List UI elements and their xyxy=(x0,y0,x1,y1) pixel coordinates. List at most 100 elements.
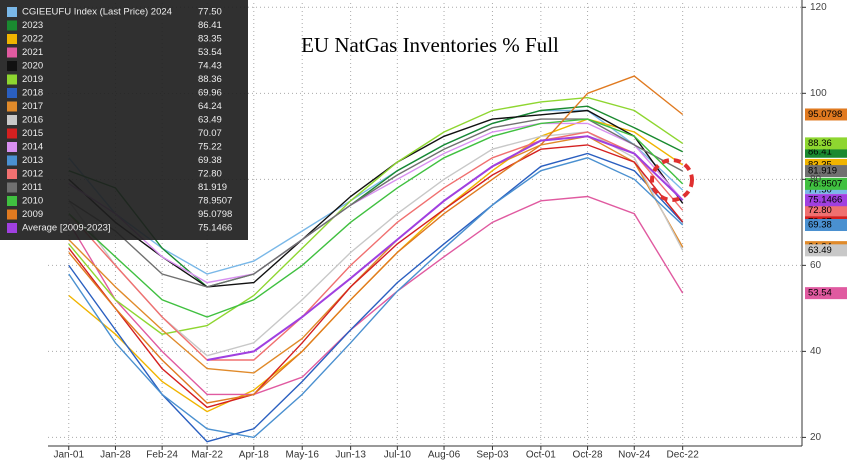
series-line xyxy=(68,118,684,288)
x-tick-label: Jul-10 xyxy=(384,450,412,461)
x-tick-label: Nov-24 xyxy=(618,450,651,461)
series-line xyxy=(68,109,684,275)
y-tick-label: 100 xyxy=(810,88,827,99)
last-price-label: 63.49 xyxy=(808,245,832,256)
x-tick-label: Apr-18 xyxy=(239,450,269,461)
legend-swatch xyxy=(7,209,17,220)
last-price-label: 53.54 xyxy=(808,288,832,299)
x-tick-label: Jan-01 xyxy=(53,450,84,461)
legend-label: CGIEEUFU Index (Last Price) 2024 xyxy=(22,7,172,18)
legend-swatch xyxy=(7,88,17,98)
legend-label: 2012 xyxy=(22,169,43,180)
last-price-label: 69.38 xyxy=(808,220,832,231)
legend-value: 72.80 xyxy=(198,169,222,180)
legend-value: 53.54 xyxy=(198,47,222,58)
last-price-box xyxy=(805,108,847,121)
legend-value: 83.35 xyxy=(198,34,222,45)
y-tick-label: 120 xyxy=(810,2,827,13)
legend-swatch xyxy=(7,74,17,85)
x-tick-label: Oct-28 xyxy=(573,450,603,461)
legend-label: 2019 xyxy=(22,74,43,85)
legend-swatch xyxy=(7,47,17,58)
legend-swatch xyxy=(7,61,17,71)
legend-value: 88.36 xyxy=(198,74,222,85)
legend-swatch xyxy=(7,20,17,31)
x-tick-label: Sep-03 xyxy=(476,450,509,461)
x-tick-label: Jun-13 xyxy=(335,450,366,461)
chart-title: EU NatGas Inventories % Full xyxy=(301,33,559,57)
y-tick-label: 80 xyxy=(810,174,822,185)
series-line xyxy=(68,157,684,439)
legend-label: 2017 xyxy=(22,101,43,112)
last-price-label: 78.9507 xyxy=(808,178,842,189)
last-price-box xyxy=(805,137,847,150)
lines xyxy=(68,75,684,443)
series-line xyxy=(68,131,684,361)
last-price-label: 88.36 xyxy=(808,138,832,149)
x-tick-label: Feb-24 xyxy=(146,450,178,461)
last-price-box xyxy=(805,244,847,257)
legend-swatch xyxy=(7,7,17,17)
last-price-label: 83.35 xyxy=(808,159,832,170)
last-price-label: 77.50 xyxy=(808,185,832,196)
legend-label: 2014 xyxy=(22,142,43,153)
legend-swatch xyxy=(7,34,17,44)
legend-label: 2009 xyxy=(22,209,43,220)
legend-swatch xyxy=(7,169,17,179)
legend-swatch xyxy=(7,128,17,139)
series-line xyxy=(206,135,684,361)
legend-value: 75.22 xyxy=(198,142,222,153)
x-tick-label: May-16 xyxy=(286,450,320,461)
legend-value: 81.919 xyxy=(198,182,227,193)
legend-label: Average [2009-2023] xyxy=(22,223,111,234)
last-price-label: 95.0798 xyxy=(808,109,842,120)
legend-value: 75.1466 xyxy=(198,223,232,234)
last-price-box xyxy=(805,165,847,178)
legend-label: 2010 xyxy=(22,196,43,207)
y-tick-label: 20 xyxy=(810,432,822,443)
x-tick-label: Jan-28 xyxy=(100,450,131,461)
legend: CGIEEUFU Index (Last Price) 2024 77.50 202… xyxy=(7,7,232,234)
legend-label: 2016 xyxy=(22,115,43,126)
legend-box xyxy=(0,0,248,240)
legend-label: 2013 xyxy=(22,155,43,166)
x-tick-label: Dec-22 xyxy=(667,450,700,461)
legend-swatch xyxy=(7,182,17,193)
legend-value: 86.41 xyxy=(198,20,222,31)
legend-swatch xyxy=(7,115,17,125)
series-line xyxy=(68,105,684,288)
legend-value: 64.24 xyxy=(198,101,222,112)
legend-swatch xyxy=(7,142,17,152)
legend-swatch xyxy=(7,101,17,112)
legend-value: 74.43 xyxy=(198,61,222,72)
legend-swatch xyxy=(7,155,17,166)
last-price-label: 81.919 xyxy=(808,166,837,177)
last-price-box xyxy=(805,177,847,190)
legend-value: 78.9507 xyxy=(198,196,232,207)
y-tick-label: 60 xyxy=(810,260,822,271)
legend-value: 70.07 xyxy=(198,128,222,139)
legend-label: 2022 xyxy=(22,34,43,45)
series-line xyxy=(68,118,684,318)
series-line xyxy=(68,152,684,443)
legend-label: 2015 xyxy=(22,128,43,139)
legend-value: 77.50 xyxy=(198,7,222,18)
x-tick-label: Aug-06 xyxy=(428,450,461,461)
legend-value: 95.0798 xyxy=(198,209,232,220)
legend-label: 2011 xyxy=(22,182,42,193)
legend-value: 69.96 xyxy=(198,88,222,99)
last-price-label: 75.1466 xyxy=(808,195,842,206)
legend-swatch xyxy=(7,196,17,206)
legend-label: 2021 xyxy=(22,47,43,58)
legend-label: 2023 xyxy=(22,20,43,31)
series-line xyxy=(68,75,684,404)
legend-label: 2018 xyxy=(22,88,43,99)
y-tick-label: 40 xyxy=(810,346,822,357)
last-price-box xyxy=(805,287,847,300)
x-tick-label: Oct-01 xyxy=(526,450,556,461)
last-price-label: 72.80 xyxy=(808,205,832,216)
right-labels: 77.5086.4183.3553.5474.4388.3669.9664.24… xyxy=(805,108,847,300)
series-line xyxy=(68,122,684,284)
series-line xyxy=(68,96,684,335)
